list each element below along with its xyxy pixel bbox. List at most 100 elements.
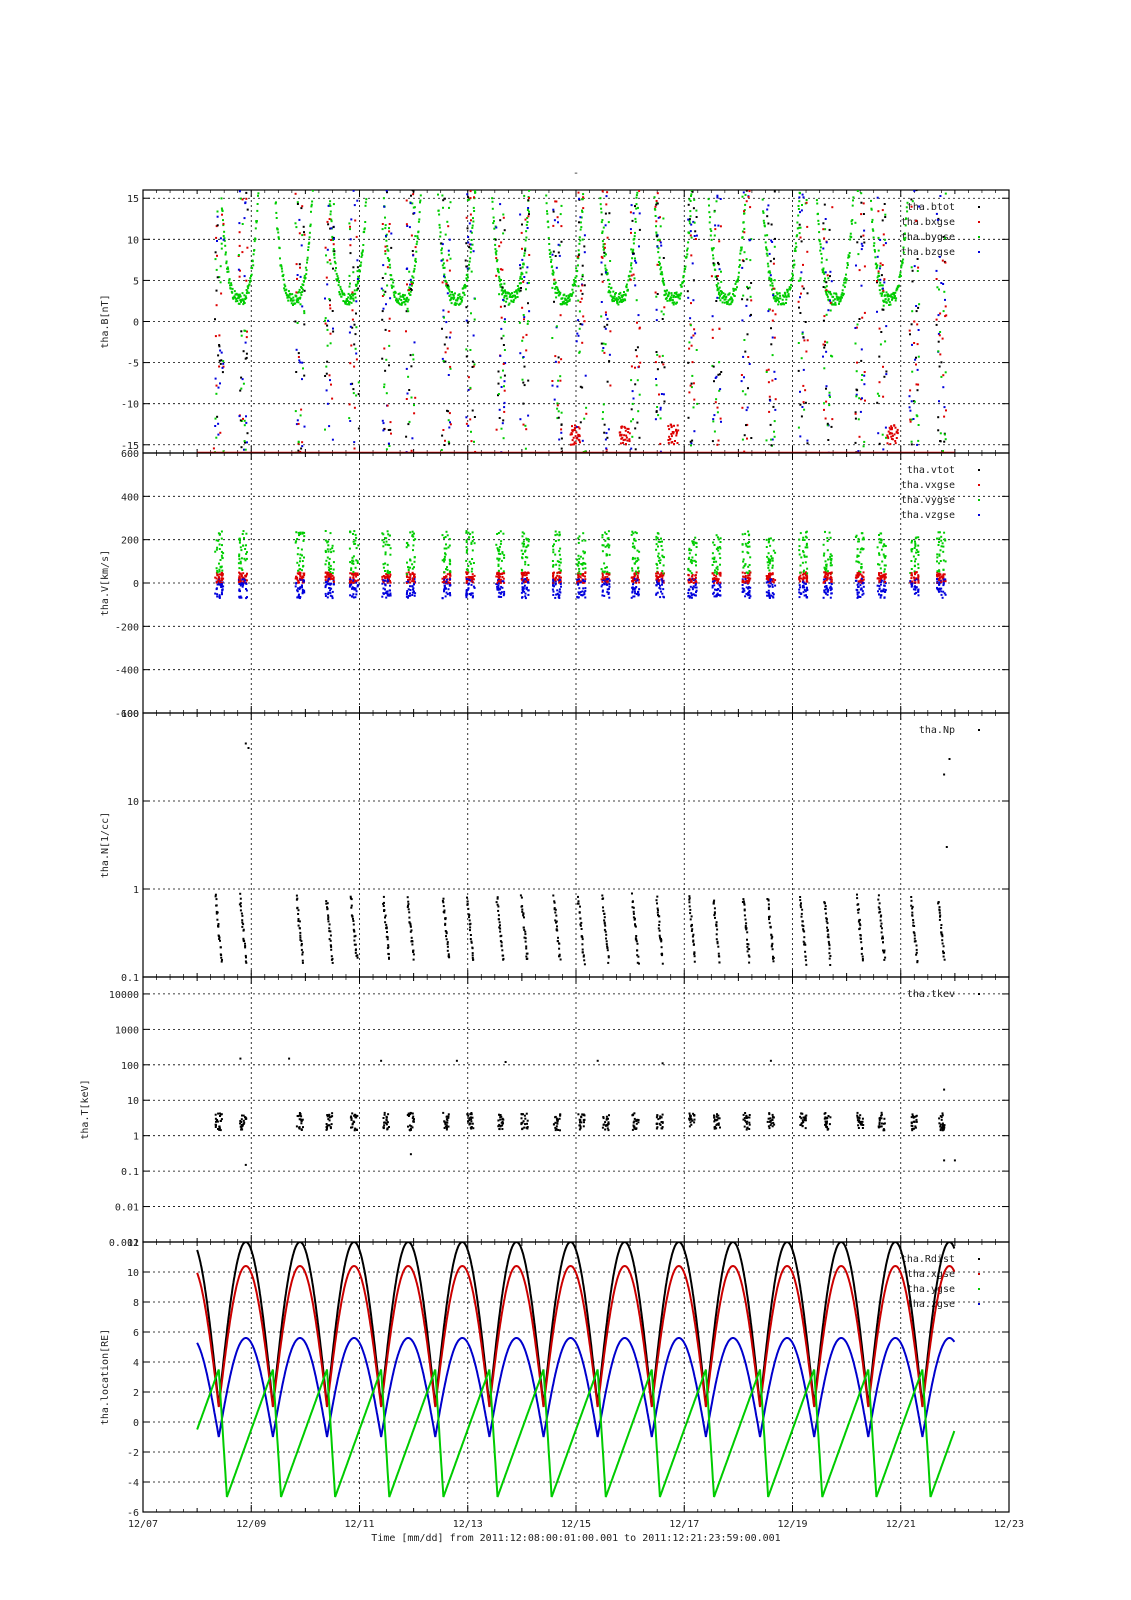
bx-point bbox=[670, 426, 673, 429]
by-point bbox=[363, 231, 366, 233]
by-point bbox=[233, 295, 236, 298]
vx-point bbox=[695, 581, 698, 584]
b-burst-point bbox=[519, 267, 522, 270]
bx-point bbox=[894, 440, 897, 442]
vy-point bbox=[499, 530, 502, 533]
b-burst-point bbox=[884, 242, 887, 245]
by-point bbox=[301, 288, 304, 291]
b-burst-point bbox=[716, 443, 719, 446]
by-point bbox=[819, 246, 822, 249]
vz-point bbox=[467, 587, 470, 590]
by-point bbox=[777, 303, 780, 306]
b-burst-point bbox=[661, 354, 664, 357]
by-point bbox=[802, 128, 804, 130]
b-burst-point bbox=[348, 285, 351, 288]
b-burst-point bbox=[634, 383, 637, 386]
b-burst-point bbox=[719, 388, 722, 391]
b-burst-point bbox=[716, 194, 719, 197]
by-point bbox=[388, 263, 391, 266]
b-burst-point bbox=[405, 435, 408, 438]
vy-point bbox=[638, 550, 641, 553]
by-point bbox=[791, 272, 794, 275]
b-burst-point bbox=[238, 231, 241, 234]
vx-point bbox=[349, 572, 352, 575]
by-point bbox=[242, 303, 245, 306]
by-point bbox=[403, 298, 406, 300]
by-point bbox=[841, 296, 843, 299]
by-point bbox=[500, 283, 503, 286]
by-point bbox=[610, 295, 613, 298]
by-point bbox=[853, 184, 855, 186]
vy-point bbox=[324, 530, 327, 532]
by-point bbox=[694, 124, 696, 126]
vx-point bbox=[331, 574, 334, 577]
by-point bbox=[823, 280, 826, 283]
b-burst-point bbox=[692, 207, 695, 210]
vy-point bbox=[690, 549, 693, 552]
legend-label: tha.bzgse bbox=[901, 247, 955, 258]
b-burst-point bbox=[448, 269, 451, 272]
b-burst-point bbox=[606, 323, 609, 326]
b-burst-point bbox=[882, 244, 885, 247]
b-burst-point bbox=[465, 242, 468, 245]
by-point bbox=[871, 228, 874, 231]
b-burst-point bbox=[823, 315, 826, 318]
vy-point bbox=[495, 543, 498, 546]
b-burst-point bbox=[749, 206, 752, 209]
by-point bbox=[225, 262, 228, 265]
b-burst-point bbox=[600, 301, 603, 303]
b-burst-point bbox=[237, 268, 240, 271]
by-point bbox=[385, 233, 388, 236]
bx-point bbox=[675, 428, 678, 431]
by-point bbox=[411, 275, 414, 278]
vy-point bbox=[659, 562, 662, 564]
vy-point bbox=[244, 559, 247, 562]
by-point bbox=[282, 275, 284, 278]
b-burst-point bbox=[771, 336, 774, 339]
b-burst-point bbox=[333, 250, 336, 253]
bx-point bbox=[670, 423, 673, 426]
b-burst-point bbox=[465, 422, 468, 425]
vy-point bbox=[411, 530, 414, 533]
vy-point bbox=[692, 540, 695, 543]
by-point bbox=[849, 238, 852, 241]
b-burst-point bbox=[299, 361, 302, 364]
b-burst-point bbox=[502, 232, 505, 235]
b-burst-point bbox=[557, 379, 560, 382]
vx-point bbox=[632, 578, 635, 580]
vy-point bbox=[657, 555, 659, 558]
by-point bbox=[744, 193, 747, 196]
by-point bbox=[762, 219, 765, 222]
by-point bbox=[280, 265, 283, 268]
vy-point bbox=[245, 552, 248, 555]
by-point bbox=[260, 137, 262, 139]
bx-point bbox=[624, 438, 627, 441]
vz-point bbox=[498, 595, 501, 598]
b-burst-point bbox=[522, 402, 525, 405]
bx-point bbox=[578, 427, 581, 430]
bx-point bbox=[627, 427, 630, 430]
by-point bbox=[821, 257, 823, 260]
vy-point bbox=[443, 560, 446, 563]
y-tick-label: -15 bbox=[121, 441, 139, 452]
b-burst-point bbox=[384, 250, 387, 253]
vy-point bbox=[688, 552, 691, 555]
b-burst-point bbox=[859, 410, 862, 413]
by-point bbox=[907, 184, 909, 186]
b-burst-point bbox=[772, 262, 775, 265]
vz-point bbox=[556, 593, 559, 596]
b-burst-point bbox=[773, 435, 776, 438]
b-burst-point bbox=[332, 237, 335, 240]
vy-point bbox=[582, 532, 585, 535]
b-burst-point bbox=[715, 300, 718, 302]
by-point bbox=[459, 295, 462, 298]
by-point bbox=[552, 273, 555, 276]
b-burst-point bbox=[584, 374, 587, 377]
by-point bbox=[238, 302, 241, 305]
vy-point bbox=[329, 571, 332, 573]
by-point bbox=[364, 221, 367, 223]
by-point bbox=[901, 261, 904, 264]
b-burst-point bbox=[608, 212, 611, 215]
vz-point bbox=[331, 595, 334, 598]
by-point bbox=[875, 267, 878, 270]
